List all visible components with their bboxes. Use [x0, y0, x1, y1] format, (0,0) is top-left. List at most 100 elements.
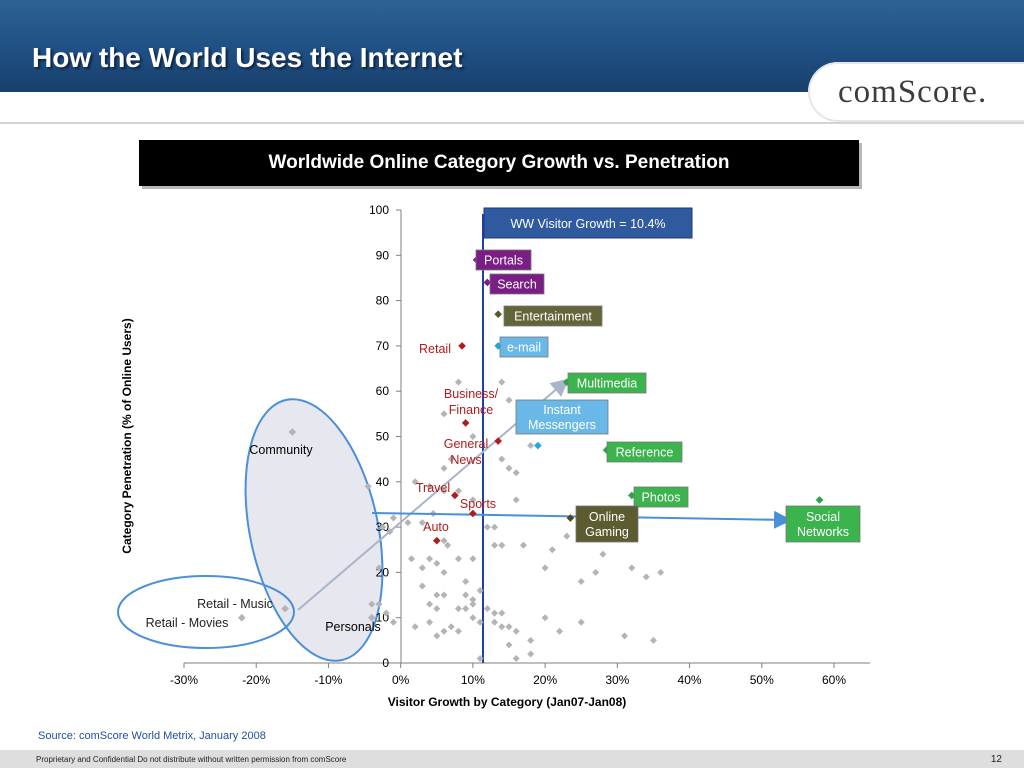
data-point: [642, 573, 650, 581]
auto-label: Auto: [423, 520, 449, 534]
reference-point: [602, 446, 611, 454]
community-point: [288, 428, 297, 436]
data-point: [375, 564, 383, 572]
data-point: [512, 627, 520, 635]
x-tick-label: 50%: [750, 673, 774, 687]
data-point: [649, 636, 657, 644]
data-point: [379, 523, 387, 531]
data-point: [454, 487, 462, 495]
retail-point: [458, 342, 466, 350]
data-point: [592, 568, 600, 576]
data-point: [527, 636, 535, 644]
data-point: [426, 482, 434, 490]
sports-point: [469, 509, 477, 518]
confidential-notice: Proprietary and Confidential Do not dist…: [36, 755, 347, 764]
ww-growth-callout-label: WW Visitor Growth = 10.4%: [510, 217, 665, 231]
comscore-logo: comScore.: [838, 74, 988, 110]
x-tick-label: -10%: [314, 673, 342, 687]
data-point: [469, 596, 477, 604]
data-point: [368, 600, 376, 608]
data-point: [556, 627, 564, 635]
data-point: [382, 609, 390, 617]
data-point: [476, 587, 484, 595]
data-point: [440, 537, 448, 545]
x-tick-label: -30%: [170, 673, 198, 687]
multimedia-label: Multimedia: [577, 377, 637, 391]
search-point: [483, 278, 492, 287]
data-point: [433, 559, 441, 567]
y-tick-label: 90: [376, 248, 390, 262]
data-point: [527, 442, 535, 450]
community-label: Community: [249, 443, 313, 457]
data-point: [577, 577, 585, 585]
travel-label: Travel: [416, 481, 450, 495]
business-finance-point: [461, 419, 470, 427]
data-point: [454, 555, 462, 563]
data-point: [444, 541, 452, 549]
data-point: [389, 514, 397, 522]
data-point: [469, 614, 477, 622]
y-tick-label: 40: [376, 475, 390, 489]
general-news-label: General: [444, 437, 488, 451]
data-point: [440, 627, 448, 635]
retail-movies-point: [237, 613, 246, 622]
data-point: [498, 455, 506, 463]
x-tick-label: 60%: [822, 673, 846, 687]
data-point: [599, 550, 607, 558]
entertainment-label: Entertainment: [514, 310, 592, 324]
data-point: [491, 541, 499, 549]
retail-music-point: [281, 604, 289, 613]
y-tick-label: 70: [376, 339, 390, 353]
data-point: [498, 609, 506, 617]
e-mail-label-box: [499, 336, 549, 358]
x-tick-label: 30%: [605, 673, 629, 687]
data-point: [447, 623, 455, 631]
general-news-label: News: [450, 453, 481, 467]
scatter-chart: 0102030405060708090100-30%-20%-10%0%10%2…: [117, 203, 870, 709]
page-number: 12: [990, 754, 1002, 765]
data-point: [364, 482, 372, 490]
business-finance-label: Finance: [449, 403, 494, 417]
data-point: [440, 464, 448, 472]
social-networks-label-box: [785, 505, 861, 543]
data-point: [498, 541, 506, 549]
data-point: [469, 433, 477, 440]
x-tick-label: -20%: [242, 673, 270, 687]
portals-label-box: [475, 249, 532, 271]
data-point: [512, 496, 520, 504]
data-point: [389, 618, 397, 626]
data-point: [408, 555, 415, 563]
photos-label-box: [633, 486, 689, 508]
data-point: [440, 568, 448, 576]
instant-messengers-label: Instant: [543, 403, 581, 417]
portals-label: Portals: [484, 254, 523, 268]
business-finance-label: Business/: [444, 387, 499, 401]
data-point: [548, 546, 556, 554]
footer-bar: [0, 750, 1024, 768]
data-point: [519, 541, 527, 549]
data-point: [505, 464, 513, 472]
logo-backdrop: [808, 62, 1024, 122]
data-point: [433, 632, 441, 640]
data-point: [469, 496, 477, 504]
data-point: [433, 591, 441, 599]
retail-music-label: Retail - Music: [197, 597, 273, 611]
social-networks-point: [815, 496, 824, 504]
data-point: [440, 487, 448, 495]
data-point: [454, 627, 462, 635]
data-point: [498, 378, 506, 386]
data-point: [469, 600, 477, 608]
multimedia-label-box: [567, 372, 647, 394]
data-point: [418, 564, 426, 572]
online-gaming-point: [566, 514, 575, 522]
y-tick-label: 60: [376, 384, 390, 398]
data-point: [628, 564, 636, 572]
y-tick-label: 0: [382, 656, 389, 670]
travel-point: [451, 491, 459, 500]
data-point: [418, 519, 426, 527]
data-point: [527, 650, 535, 658]
data-point: [426, 618, 434, 626]
title-banner: How the World Uses the Internet: [0, 0, 1024, 92]
data-point: [440, 410, 448, 418]
source-note: Source: comScore World Metrix, January 2…: [38, 730, 266, 742]
